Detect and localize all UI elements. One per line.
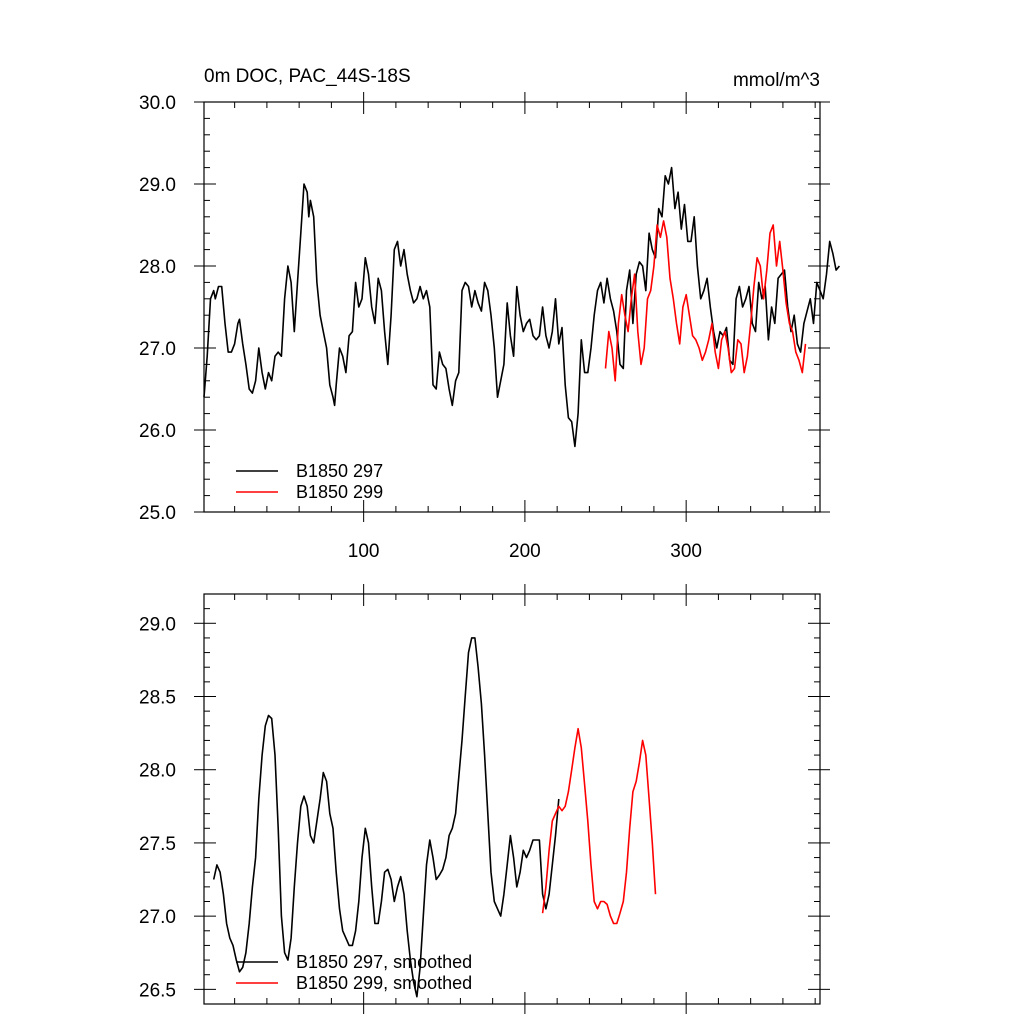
top-series-lines: [203, 166, 841, 448]
y-tick-label: 29.0: [139, 614, 176, 635]
legend-label: B1850 299: [296, 482, 383, 502]
top-plot-frame: [203, 101, 821, 513]
y-tick-label: 25.0: [139, 503, 176, 524]
series-line-black: [212, 637, 560, 998]
y-tick-label: 27.0: [139, 907, 176, 928]
top-axis-ticks: 100 200 300 25.0 26.0 27.0 28.0 29.0 30.0: [139, 92, 830, 562]
series-line-black: [203, 166, 841, 448]
y-tick-label: 26.5: [139, 980, 176, 1001]
y-tick-label: 30.0: [139, 93, 176, 114]
bottom-panel: 26.5 27.0 27.5 28.0 28.5 29.0 B1850 297, smoo…: [139, 584, 830, 1014]
y-tick-label: 27.5: [139, 834, 176, 855]
top-panel: 0m DOC, PAC_44S-18S mmol/m^3 100 200 300 25…: [139, 66, 841, 562]
series-line-red: [541, 727, 657, 925]
legend-label: B1850 299, smoothed: [296, 973, 472, 993]
y-tick-label: 29.0: [139, 175, 176, 196]
bottom-series-lines: [212, 637, 657, 998]
x-tick-label: 100: [348, 541, 380, 562]
y-tick-label: 28.5: [139, 688, 176, 709]
y-tick-label: 28.0: [139, 761, 176, 782]
units-label: mmol/m^3: [733, 70, 820, 91]
legend-label: B1850 297, smoothed: [296, 952, 472, 972]
x-tick-label: 300: [670, 541, 702, 562]
x-tick-label: 200: [509, 541, 541, 562]
chart-title: 0m DOC, PAC_44S-18S: [204, 66, 411, 87]
y-tick-label: 28.0: [139, 257, 176, 278]
legend-label: B1850 297: [296, 461, 383, 481]
series-line-red: [604, 220, 807, 382]
y-tick-label: 27.0: [139, 339, 176, 360]
bottom-plot-frame: [203, 593, 821, 1005]
bottom-axis-ticks: 26.5 27.0 27.5 28.0 28.5 29.0: [139, 584, 830, 1014]
y-tick-label: 26.0: [139, 421, 176, 442]
